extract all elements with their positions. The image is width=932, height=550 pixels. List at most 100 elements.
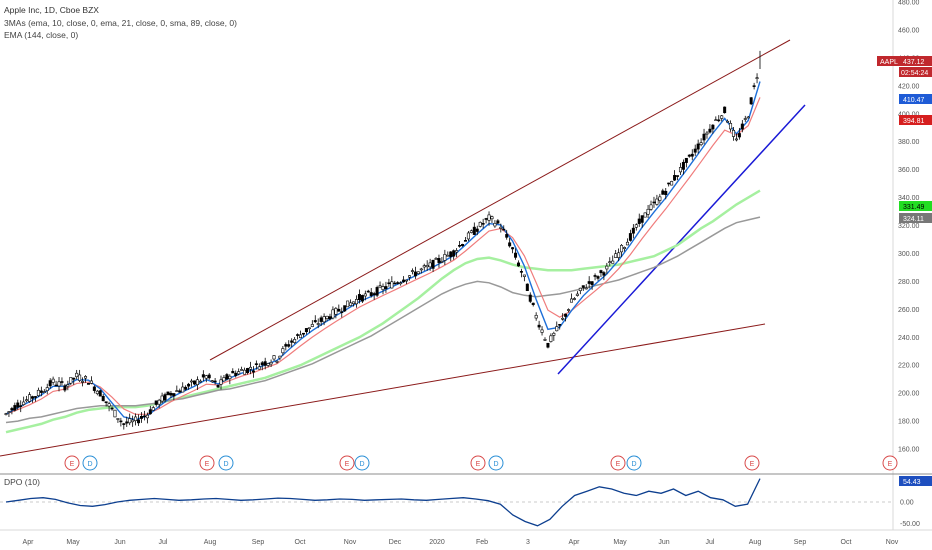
candle-body [620,245,624,253]
price-tick-label: 480.00 [898,0,920,7]
ma-indicator-label[interactable]: 3MAs (ema, 10, close, 0, ema, 21, close,… [4,18,237,28]
candle-body [540,329,544,333]
candle-body [248,366,252,370]
time-tick-label: Jul [159,539,168,546]
candle-body [310,324,314,327]
svg-text:437.12: 437.12 [903,59,925,66]
candle-body [201,374,205,378]
dividend-marker[interactable]: D [488,455,504,471]
candles [4,50,761,430]
candle-body [178,390,182,393]
dividend-marker[interactable]: D [354,455,370,471]
candle-body [172,393,176,397]
earnings-marker[interactable]: E [744,455,760,471]
earnings-marker[interactable]: E [470,455,486,471]
candle-body [57,381,61,387]
ema21-line[interactable] [5,97,761,416]
candle-body [299,334,303,339]
price-tick-label: 380.00 [898,139,920,146]
ema-indicator-label[interactable]: EMA (144, close, 0) [4,30,78,40]
candle-body [16,402,20,408]
candle-body [33,396,37,398]
lower-channel-line[interactable] [0,323,766,457]
candle-body [481,223,485,225]
earnings-marker[interactable]: E [199,455,215,471]
candle-body [166,391,170,395]
sma89-line[interactable] [5,216,761,424]
candle-body [490,216,494,220]
candle-body [366,290,370,293]
dividend-marker[interactable]: D [626,455,642,471]
candle-body [313,320,317,323]
candle-body [122,423,126,425]
candle-body [661,190,665,195]
candle-body [711,124,715,130]
earnings-marker[interactable]: E [882,455,898,471]
candle-body [25,399,29,402]
candle-body [357,294,361,301]
earnings-marker[interactable]: E [339,455,355,471]
candle-body [484,218,488,220]
time-tick-label: 2020 [429,539,445,546]
upper-channel-line[interactable] [209,39,791,361]
time-tick-label: Dec [389,539,402,546]
candle-body [319,317,323,322]
earnings-marker[interactable]: E [610,455,626,471]
candle-body [390,281,394,289]
time-tick-label: Apr [569,539,581,546]
ema144-line[interactable] [5,189,761,434]
candle-body [360,295,364,302]
candle-body [752,85,756,87]
candle-body [296,334,300,336]
candle-body [148,409,152,415]
candle-body [378,285,382,288]
dpo-label[interactable]: DPO (10) [4,477,40,487]
ema144-badge: 331.49 [899,201,932,211]
candle-body [322,316,326,323]
candle-body [690,153,694,157]
candle-body [643,212,647,218]
candle-body [681,161,685,170]
dpo-line[interactable] [5,478,761,527]
candle-body [22,401,26,405]
candle-body [387,282,391,285]
earnings-marker[interactable]: E [64,455,80,471]
candle-body [572,298,576,300]
time-tick-label: Feb [476,539,488,546]
candle-body [81,381,85,383]
candle-body [531,302,535,306]
candle-body [475,228,479,232]
candle-body [699,142,703,146]
time-tick-label: Jun [114,539,125,546]
candle-body [567,309,571,311]
dividend-marker[interactable]: D [218,455,234,471]
candle-body [169,392,173,396]
candle-body [428,262,432,268]
candle-body [440,261,444,263]
candle-body [198,380,202,383]
blue-support-line[interactable] [557,104,806,375]
price-tick-label: 460.00 [898,27,920,34]
candle-body [72,377,76,380]
candle-body [640,215,644,223]
dpo-tick-label: 0.00 [900,500,914,507]
time-axis: Apr May Jun Jul Aug Sep Oct Nov Dec 2020 Feb 3 Apr Ma… [23,539,899,546]
candle-body [461,244,465,247]
candle-body [163,394,167,401]
candle-body [408,275,412,278]
candle-body [92,386,96,391]
dividend-marker[interactable]: D [82,455,98,471]
candle-body [272,355,276,360]
candle-body [478,222,482,227]
candle-body [749,97,753,105]
svg-text:E: E [205,461,210,468]
candle-body [472,226,476,235]
candle-body [45,387,49,391]
candle-body [726,120,730,123]
candle-body [673,175,677,181]
candle-body [737,133,741,138]
candle-body [54,384,58,387]
candle-body [63,385,67,391]
candle-body [658,196,662,201]
candle-body [714,119,718,121]
